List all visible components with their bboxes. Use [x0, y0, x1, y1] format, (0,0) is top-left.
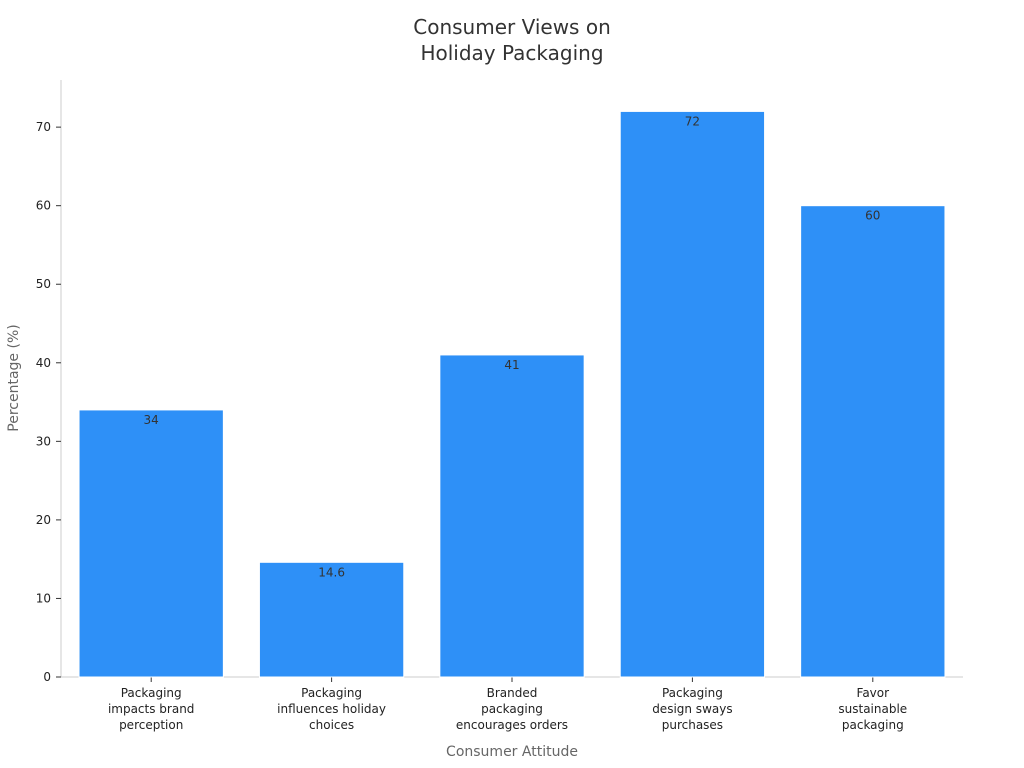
y-tick-label: 0	[43, 670, 51, 684]
bar	[439, 354, 585, 678]
value-label: 41	[504, 358, 519, 372]
x-tick-label: Packaging impacts brand perception	[108, 686, 195, 732]
bar	[258, 561, 405, 678]
value-label: 60	[865, 209, 880, 223]
y-axis-label: Percentage (%)	[6, 324, 22, 431]
x-tick-label: Packaging influences holiday choices	[277, 686, 386, 732]
y-tick-label: 70	[36, 120, 51, 134]
x-tick-label: Branded packaging encourages orders	[456, 686, 568, 732]
x-axis-label: Consumer Attitude	[446, 744, 578, 760]
value-label: 34	[144, 413, 159, 427]
bar	[78, 409, 224, 678]
y-tick-label: 30	[36, 434, 51, 448]
x-tick-label: Packaging design sways purchases	[652, 686, 732, 732]
y-tick-label: 10	[36, 591, 51, 605]
bar	[619, 110, 766, 678]
value-label: 14.6	[318, 565, 345, 579]
chart-title: Consumer Views on Holiday Packaging	[413, 15, 611, 65]
bar	[800, 205, 946, 678]
y-tick-label: 60	[36, 199, 51, 213]
y-tick-label: 40	[36, 356, 51, 370]
x-tick-label: Favor sustainable packaging	[838, 686, 907, 732]
y-tick-label: 20	[36, 513, 51, 527]
value-label: 72	[685, 114, 700, 128]
y-tick-label: 50	[36, 277, 51, 291]
